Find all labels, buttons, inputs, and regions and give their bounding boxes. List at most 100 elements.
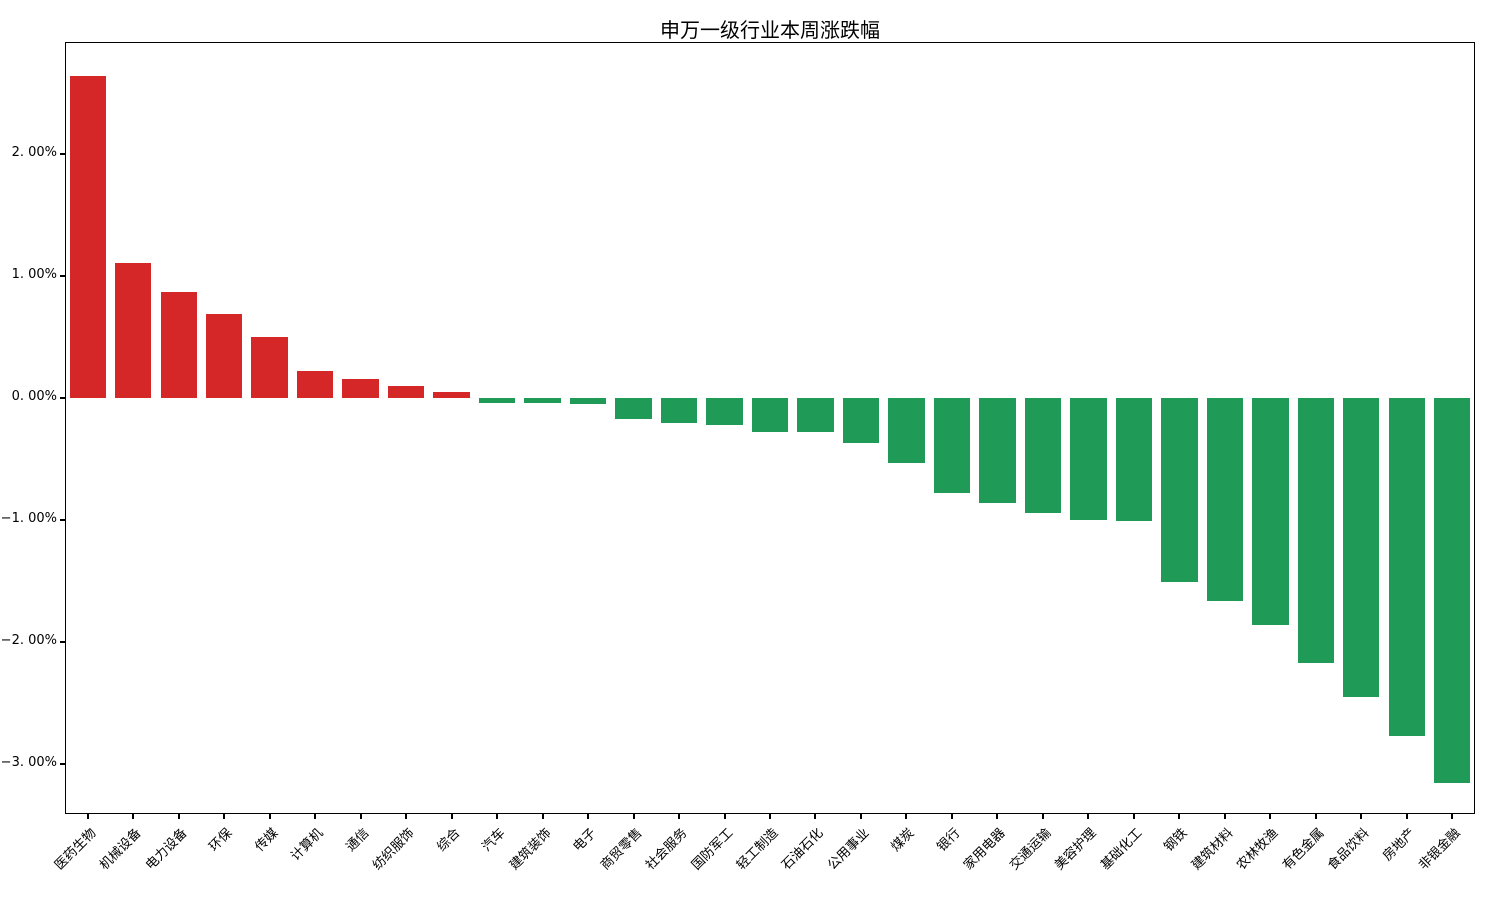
- x-tick-label: 电力设备: [142, 825, 191, 874]
- x-tick-label: 基础化工: [1097, 825, 1146, 874]
- bar-非银金融: [1434, 398, 1471, 784]
- bar-电力设备: [160, 292, 197, 399]
- x-axis-tick: [723, 814, 726, 819]
- x-axis-tick: [1087, 814, 1090, 819]
- x-tick-label: 通信: [343, 825, 373, 855]
- x-axis-tick: [950, 814, 953, 819]
- bar-计算机: [296, 371, 334, 399]
- x-axis-tick: [1178, 814, 1181, 819]
- y-tick-label: −3. 00%: [0, 754, 57, 770]
- x-tick-label: 建筑材料: [1188, 825, 1237, 874]
- x-axis-tick: [1314, 814, 1317, 819]
- x-axis-tick: [177, 814, 180, 819]
- bar-机械设备: [115, 262, 152, 399]
- bar-社会服务: [660, 398, 698, 423]
- x-axis-tick: [1269, 814, 1272, 819]
- x-axis-tick: [905, 814, 908, 819]
- bar-煤炭: [888, 398, 925, 463]
- bar-纺织服饰: [387, 385, 425, 399]
- bar-食品饮料: [1343, 398, 1380, 697]
- x-tick-label: 房地产: [1380, 825, 1419, 865]
- x-axis-tick: [86, 814, 89, 819]
- y-tick-label: 2. 00%: [11, 145, 57, 161]
- x-axis-tick: [587, 814, 590, 819]
- bar-电子: [569, 398, 607, 405]
- bar-房地产: [1388, 398, 1425, 736]
- x-tick-label: 商贸零售: [597, 825, 645, 874]
- x-tick-label: 煤炭: [888, 825, 918, 855]
- y-axis-tick: [60, 397, 65, 400]
- y-tick-label: −1. 00%: [0, 511, 57, 527]
- bar-公用事业: [842, 398, 880, 444]
- x-tick-label: 轻工制造: [734, 825, 782, 874]
- x-axis-tick: [1041, 814, 1044, 819]
- x-tick-label: 食品饮料: [1325, 825, 1373, 874]
- x-axis-tick: [1405, 814, 1408, 819]
- x-tick-label: 社会服务: [643, 825, 691, 874]
- x-axis-tick: [268, 814, 271, 819]
- chart-title: 申万一级行业本周涨跌幅: [660, 18, 880, 42]
- x-tick-label: 交通运输: [1006, 825, 1055, 874]
- bar-建筑材料: [1206, 398, 1244, 601]
- bar-综合: [433, 392, 470, 399]
- x-axis-tick: [996, 814, 999, 819]
- bar-汽车: [478, 398, 516, 403]
- x-tick-label: 美容护理: [1052, 825, 1100, 874]
- x-axis-tick: [496, 814, 499, 819]
- x-tick-label: 电子: [570, 825, 600, 855]
- bar-美容护理: [1070, 398, 1107, 521]
- bar-钢铁: [1161, 398, 1198, 583]
- x-tick-label: 汽车: [479, 825, 509, 855]
- bar-有色金属: [1297, 398, 1334, 663]
- bar-石油石化: [797, 398, 834, 433]
- bar-商贸零售: [615, 398, 652, 419]
- x-tick-label: 计算机: [288, 825, 327, 865]
- bar-建筑装饰: [524, 398, 561, 403]
- x-tick-label: 钢铁: [1161, 825, 1191, 855]
- y-tick-label: 0. 00%: [11, 389, 57, 405]
- bar-交通运输: [1024, 398, 1062, 513]
- x-tick-label: 纺织服饰: [370, 825, 418, 874]
- x-tick-label: 石油石化: [779, 825, 827, 874]
- x-tick-label: 医药生物: [51, 825, 100, 874]
- x-tick-label: 综合: [434, 825, 464, 855]
- bar-银行: [933, 398, 971, 494]
- x-axis-tick: [1223, 814, 1226, 819]
- x-axis-tick: [1451, 814, 1454, 819]
- x-tick-label: 国防军工: [688, 825, 736, 874]
- x-axis-tick: [450, 814, 453, 819]
- x-axis-tick: [223, 814, 226, 819]
- bar-国防军工: [706, 398, 743, 425]
- y-tick-label: 1. 00%: [11, 267, 57, 283]
- bar-家用电器: [979, 398, 1016, 503]
- bar-基础化工: [1115, 398, 1153, 522]
- y-axis-tick: [60, 153, 65, 156]
- x-tick-label: 农林牧渔: [1234, 825, 1282, 874]
- bar-环保: [206, 313, 243, 399]
- x-axis-tick: [405, 814, 408, 819]
- x-axis-tick: [814, 814, 817, 819]
- x-axis-tick: [359, 814, 362, 819]
- y-axis-tick: [60, 519, 65, 522]
- bar-通信: [342, 378, 379, 399]
- x-axis-tick: [678, 814, 681, 819]
- x-axis-tick: [632, 814, 635, 819]
- x-tick-label: 公用事业: [825, 825, 873, 874]
- y-axis-tick: [60, 762, 65, 765]
- bar-轻工制造: [751, 398, 789, 433]
- x-tick-label: 有色金属: [1279, 825, 1328, 874]
- x-tick-label: 建筑装饰: [506, 825, 555, 874]
- x-axis-tick: [859, 814, 862, 819]
- x-axis-tick: [1132, 814, 1135, 819]
- y-tick-label: −2. 00%: [0, 633, 57, 649]
- x-tick-label: 非银金融: [1416, 825, 1464, 874]
- x-axis-tick: [1360, 814, 1363, 819]
- bar-农林牧渔: [1252, 398, 1289, 625]
- x-tick-label: 机械设备: [97, 825, 145, 874]
- x-tick-label: 家用电器: [961, 825, 1009, 874]
- x-axis-tick: [541, 814, 544, 819]
- x-axis-tick: [132, 814, 135, 819]
- bar-医药生物: [69, 76, 106, 399]
- y-axis-tick: [60, 641, 65, 644]
